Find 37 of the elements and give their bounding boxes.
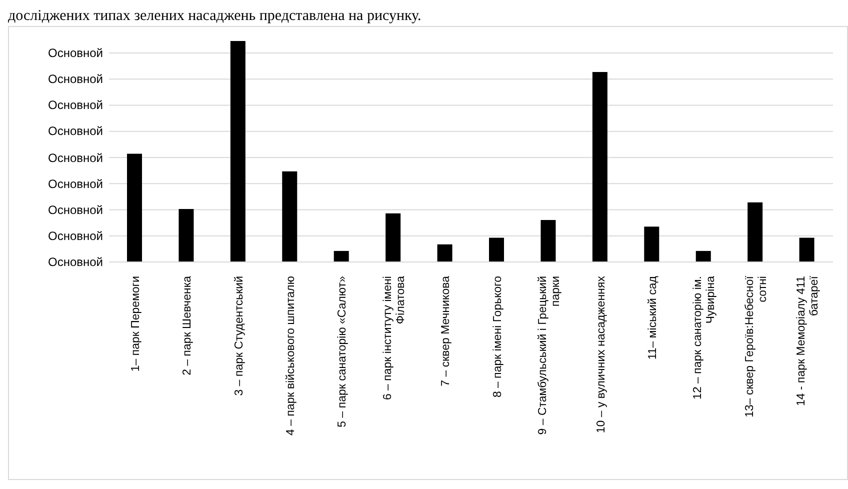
x-tick-label: 1– парк Перемоги — [130, 276, 142, 372]
text: досліджених типах зелених насаджень представлена на рисунку. — [8, 8, 422, 26]
bar — [282, 171, 298, 262]
x-tick-label: 5 – парк санаторію «Салют» — [336, 276, 349, 428]
x-tick-label: 12 – парк санаторію ім. Чувиріна — [692, 275, 718, 400]
text: Основной — [48, 45, 103, 61]
bar — [437, 244, 452, 262]
text: Основной — [48, 228, 103, 244]
text: Основной — [48, 202, 103, 218]
x-tick-label: 11– міський сад — [647, 276, 659, 360]
x-tick-label: 2 – парк Шевченка — [182, 275, 194, 376]
text: Основной — [48, 123, 103, 140]
bar — [386, 213, 401, 262]
bar — [644, 226, 660, 262]
bar — [127, 154, 142, 262]
x-tick-label: 6 – парк інституту імені Філатова — [382, 275, 407, 400]
x-tick-label: 10 – у вуличних насадженнях — [595, 276, 608, 434]
x-tick-label: 8 – парк імені Горького — [492, 276, 504, 398]
x-tick-label: 13– сквер Героїв:Небесної сотні — [744, 275, 769, 418]
x-tick-label: 9 – Стамбульський і Грецький парки — [537, 276, 562, 435]
text: Основной — [48, 71, 103, 88]
bar — [230, 41, 246, 262]
bar — [334, 250, 349, 262]
text: Основной — [48, 150, 103, 166]
text: Основной — [48, 254, 103, 270]
bar — [592, 72, 608, 262]
bar — [696, 250, 711, 262]
bar — [540, 220, 556, 262]
bar — [799, 238, 814, 262]
bar — [489, 238, 504, 262]
text: Основной — [48, 97, 103, 114]
text: Основной — [48, 176, 103, 192]
x-tick-label: 3 – парк Студентський — [233, 276, 246, 396]
bar — [178, 208, 194, 262]
bar — [748, 202, 763, 262]
x-tick-label: 7 – сквер Мечникова — [440, 275, 452, 386]
x-tick-label: 4 – парк військового шпиталю — [285, 276, 297, 436]
